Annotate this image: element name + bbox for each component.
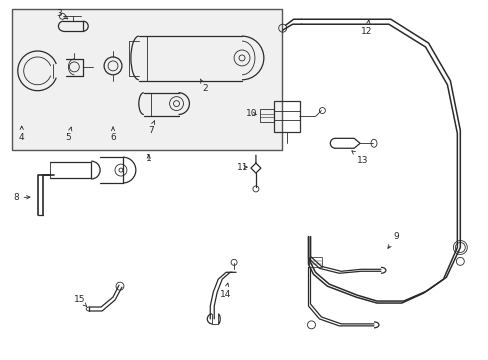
Text: 5: 5 <box>65 127 72 142</box>
Text: 7: 7 <box>147 121 154 135</box>
Circle shape <box>454 243 464 252</box>
Text: 4: 4 <box>19 126 24 142</box>
Text: 13: 13 <box>351 151 368 165</box>
Text: 12: 12 <box>361 20 372 36</box>
Text: 14: 14 <box>219 283 230 298</box>
Bar <box>12 9 281 150</box>
Text: 8: 8 <box>13 193 30 202</box>
Text: 2: 2 <box>200 79 208 93</box>
Bar <box>308 257 322 267</box>
Text: 9: 9 <box>387 232 398 248</box>
Circle shape <box>307 321 315 329</box>
Text: 3: 3 <box>57 9 67 19</box>
Text: 1: 1 <box>145 154 151 163</box>
Circle shape <box>455 257 463 265</box>
Bar <box>273 100 299 132</box>
Text: 10: 10 <box>245 109 257 118</box>
Text: 11: 11 <box>237 163 248 172</box>
Text: 6: 6 <box>110 127 116 142</box>
Bar <box>259 109 273 122</box>
Text: 15: 15 <box>73 294 86 306</box>
